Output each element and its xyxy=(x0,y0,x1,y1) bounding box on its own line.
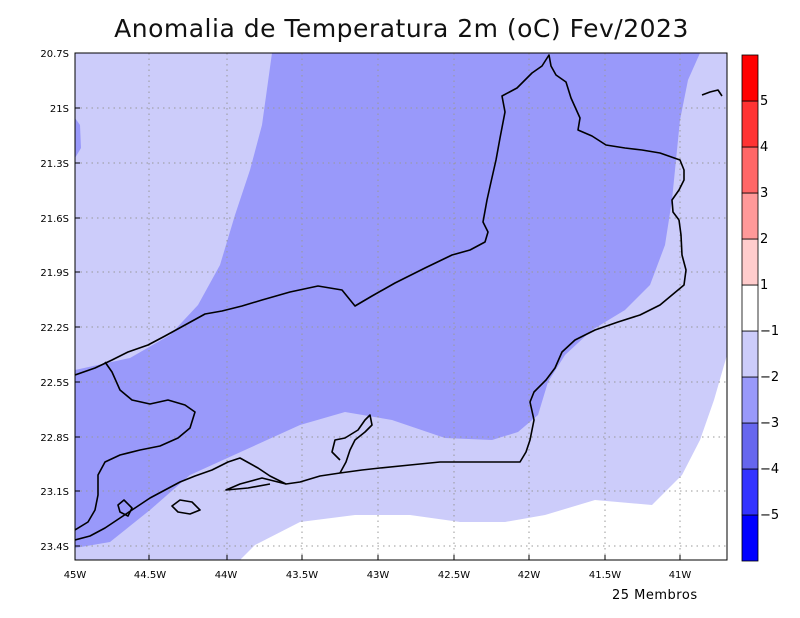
lon-tick-label: 41.5W xyxy=(589,570,621,581)
ilha-grande xyxy=(171,499,201,515)
lon-tick-label: 45W xyxy=(64,570,87,581)
colorbar-bin xyxy=(741,422,759,470)
anomaly-fields xyxy=(75,53,727,560)
ensemble-members-note: 25 Membros xyxy=(612,588,698,603)
axis-ticks xyxy=(75,107,681,560)
colorbar-bin xyxy=(741,238,759,286)
colorbar-label: 5 xyxy=(760,94,768,109)
colorbar-label: −3 xyxy=(760,416,779,431)
anomaly-field-minus2-to-minus3 xyxy=(75,53,700,548)
colorbar-bin xyxy=(741,54,759,102)
lat-tick-label: 23.4S xyxy=(40,542,69,553)
guanabara-bay xyxy=(331,414,373,474)
lon-tick-label: 43.5W xyxy=(286,570,318,581)
latitude-axis: 20.7S 21S 21.3S 21.6S 21.9S 22.2S 22.5S … xyxy=(40,49,69,553)
sepetiba-bay xyxy=(225,477,287,491)
lon-tick-label: 41W xyxy=(669,570,692,581)
lat-tick-label: 21.6S xyxy=(40,214,69,225)
colorbar-label: 3 xyxy=(760,186,768,201)
colorbar-bin xyxy=(741,192,759,240)
north-coast-tip xyxy=(701,89,723,97)
coastline xyxy=(75,219,687,541)
map-title: Anomalia de Temperatura 2m (oC) Fev/2023 xyxy=(114,14,689,43)
colorbar-label: 1 xyxy=(760,278,768,293)
colorbar-label: −2 xyxy=(760,370,779,385)
lon-tick-label: 44W xyxy=(215,570,238,581)
lat-tick-label: 21S xyxy=(50,104,69,115)
map-frame xyxy=(74,52,728,561)
coastline-and-borders xyxy=(75,54,723,541)
colorbar-bin xyxy=(741,514,759,562)
colorbar-label: −1 xyxy=(760,324,779,339)
colorbar-bin xyxy=(741,376,759,424)
colorbar: −5 −4 −3 −2 −1 1 2 3 4 5 xyxy=(741,54,779,562)
lon-tick-label: 42W xyxy=(518,570,541,581)
lat-tick-label: 22.2S xyxy=(40,323,69,334)
anomaly-field-minus1-to-plus1 xyxy=(240,355,727,560)
colorbar-label: 4 xyxy=(760,140,768,155)
colorbar-label: 2 xyxy=(760,232,768,247)
anomaly-field-minus2-to-minus3 xyxy=(75,118,81,158)
lat-tick-label: 21.3S xyxy=(40,159,69,170)
colorbar-label: −5 xyxy=(760,508,779,523)
colorbar-bin xyxy=(741,468,759,516)
colorbar-bin xyxy=(741,146,759,194)
lon-tick-label: 44.5W xyxy=(134,570,166,581)
lat-tick-label: 22.5S xyxy=(40,378,69,389)
sao-paulo-coast-islands xyxy=(117,499,133,517)
state-border xyxy=(75,54,685,376)
minas-sao-paulo-border xyxy=(75,361,196,531)
lat-tick-label: 20.7S xyxy=(40,49,69,60)
lat-tick-label: 21.9S xyxy=(40,268,69,279)
colorbar-bin xyxy=(741,330,759,378)
colorbar-label: −4 xyxy=(760,462,779,477)
lon-tick-label: 43W xyxy=(367,570,390,581)
gridlines xyxy=(75,53,727,560)
lat-tick-label: 22.8S xyxy=(40,433,69,444)
lon-tick-label: 42.5W xyxy=(438,570,470,581)
lat-tick-label: 23.1S xyxy=(40,487,69,498)
colorbar-bin xyxy=(741,284,759,332)
colorbar-bin xyxy=(741,100,759,148)
longitude-axis: 45W 44.5W 44W 43.5W 43W 42.5W 42W 41.5W … xyxy=(64,570,692,581)
